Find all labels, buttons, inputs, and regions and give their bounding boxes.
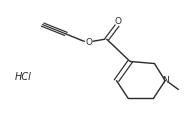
Text: HCl: HCl bbox=[15, 72, 32, 82]
Text: O: O bbox=[85, 38, 92, 47]
Text: O: O bbox=[114, 17, 121, 26]
Text: N: N bbox=[162, 76, 169, 85]
